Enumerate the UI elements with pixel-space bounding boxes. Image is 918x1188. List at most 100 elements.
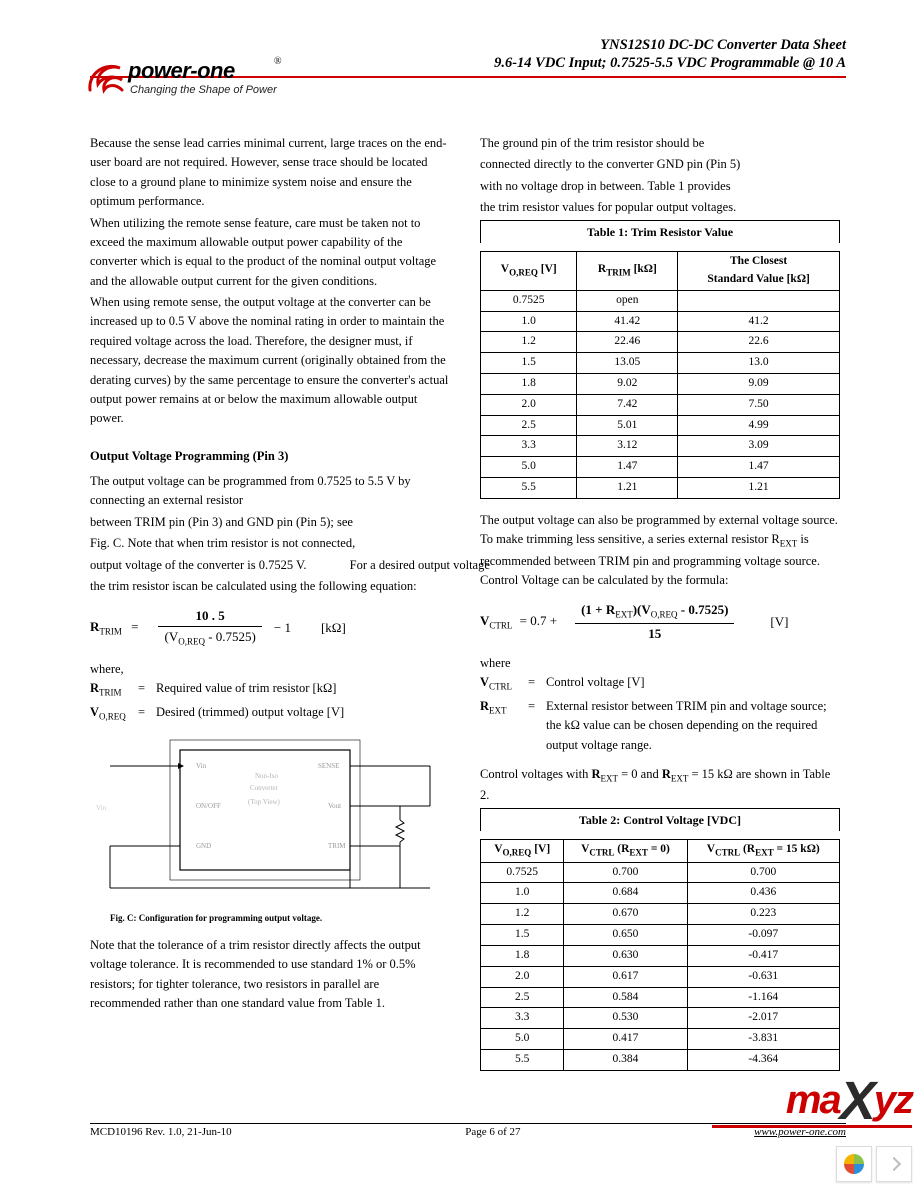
where-block-2: where VCTRL = Control voltage [V] REXT =… [480,654,840,755]
eq2-fraction: (1 + REXT)(VO,REQ - 0.7525) 15 [575,600,734,644]
table-row: 2.50.584-1.164 [481,987,840,1008]
eq2-num-c: - 0.7525) [678,602,729,617]
table-cell: 1.5 [481,353,577,374]
where-rext: REXT = External resistor between TRIM pi… [480,697,840,755]
table-row: 3.33.123.09 [481,436,840,457]
where-re-desc: External resistor between TRIM pin and v… [546,697,840,755]
table-cell: 2.0 [481,394,577,415]
where-block-1: where, RTRIM = Required value of trim re… [90,660,450,724]
where-vc-sub: CTRL [489,682,512,692]
wm-yz: yz [874,1078,912,1122]
table-cell: 0.584 [564,987,687,1008]
eq1-R: R [90,619,99,634]
where-vctrl: VCTRL = Control voltage [V] [480,673,840,694]
table-cell: -2.017 [687,1008,839,1029]
fig-c-schematic: Vin ON/OFF GND SENSE Vout TRIM Non-Iso C… [90,738,440,908]
table-cell: 0.530 [564,1008,687,1029]
where-v-desc: Desired (trimmed) output voltage [V] [156,703,344,724]
svg-text:Vin: Vin [96,804,107,812]
table-cell: 0.630 [564,945,687,966]
eq1-minus1: − 1 [274,618,291,638]
table-cell: 1.0 [481,311,577,332]
table-row: 0.7525open [481,290,840,311]
table-cell: 41.42 [577,311,678,332]
para-prog-4b: For a desired output voltage [350,558,490,572]
wm-ma: ma [786,1078,840,1122]
table-cell: 3.3 [481,436,577,457]
table-cell: 2.5 [481,415,577,436]
powerone-logo: power-one ® Changing the Shape of Power [86,54,296,106]
pinwheel-icon: > [843,1153,865,1175]
eq2-num-b: )(V [633,602,651,617]
table2-header-row: VO,REQ [V] VCTRL (REXT = 0) VCTRL (REXT … [481,840,840,862]
table-cell: 0.700 [564,862,687,883]
table-row: 2.55.014.99 [481,415,840,436]
para-prog-2: between TRIM pin (Pin 3) and GND pin (Pi… [90,513,450,532]
table-cell: 4.99 [678,415,840,436]
viewer-nav: > [836,1146,912,1182]
table-cell: 5.0 [481,1029,564,1050]
header-titles: YNS12S10 DC-DC Converter Data Sheet 9.6-… [494,36,846,72]
table-row: 2.00.617-0.631 [481,966,840,987]
svg-text:(Top View): (Top View) [248,798,280,806]
table-2-control-voltage: VO,REQ [V] VCTRL (REXT = 0) VCTRL (REXT … [480,839,840,1070]
table-cell: 22.46 [577,332,678,353]
where-vc-desc: Control voltage [V] [546,673,645,694]
table-cell: 0.7525 [481,862,564,883]
where-r-sub: TRIM [99,688,122,698]
table-cell: 13.05 [577,353,678,374]
table-cell [678,290,840,311]
heading-ovp: Output Voltage Programming (Pin 3) [90,447,450,466]
p3sym2: R [662,767,671,781]
logo-registered: ® [274,56,282,67]
where-label-1: where, [90,660,450,679]
pinwheel-button[interactable]: > [836,1146,872,1182]
eq2-den: 15 [648,626,661,641]
table-row: 1.222.4622.6 [481,332,840,353]
eq1-num: 10 . 5 [196,608,225,623]
table-cell: 2.0 [481,966,564,987]
table-cell: 2.5 [481,987,564,1008]
table-row: 1.89.029.09 [481,373,840,394]
para-gnd-3: with no voltage drop in between. Table 1… [480,177,840,196]
p3mid: = 0 and [621,767,662,781]
where-vc-eq: = [528,673,540,694]
next-page-button[interactable] [876,1146,912,1182]
eq2-V: V [480,613,489,628]
equation-rtrim: RTRIM = 10 . 5 (VO,REQ - 0.7525) − 1 [kΩ… [90,606,450,650]
t2-h3: VCTRL (REXT = 15 kΩ) [687,840,839,862]
equation-vctrl: VCTRL = 0.7 + (1 + REXT)(VO,REQ - 0.7525… [480,600,840,644]
table-cell: 0.684 [564,883,687,904]
para-remote-sense-voltage: When using remote sense, the output volt… [90,293,450,429]
table-cell: -3.831 [687,1029,839,1050]
table-cell: 13.0 [678,353,840,374]
p3sub1: EXT [600,774,618,784]
table-row: 5.51.211.21 [481,478,840,499]
para-prog-4: output voltage of the converter is 0.752… [90,556,450,575]
footer-page: Page 6 of 27 [465,1126,520,1138]
eq1-Rsub: TRIM [99,626,122,636]
table-cell: 22.6 [678,332,840,353]
table-row: 1.041.4241.2 [481,311,840,332]
doc-title-2: 9.6-14 VDC Input; 0.7525-5.5 VDC Program… [494,54,846,72]
para-remote-sense-power: When utilizing the remote sense feature,… [90,214,450,292]
eq2-num-sub: EXT [615,610,633,620]
svg-text:Vout: Vout [328,802,341,810]
where-re-sub: EXT [489,705,507,715]
table-row: 0.75250.7000.700 [481,862,840,883]
para-ctrl-voltages: Control voltages with REXT = 0 and REXT … [480,765,840,806]
t1-h2: RTRIM [kΩ] [577,252,678,291]
table-cell: 0.700 [687,862,839,883]
table-cell: 5.5 [481,1049,564,1070]
table-cell: 3.12 [577,436,678,457]
para-gnd-1: The ground pin of the trim resistor shou… [480,134,840,153]
table-cell: 1.2 [481,904,564,925]
table-cell: 0.223 [687,904,839,925]
logo-tagline: Changing the Shape of Power [130,84,277,96]
t1-h3: The ClosestStandard Value [kΩ] [678,252,840,291]
where-r-desc: Required value of trim resistor [kΩ] [156,679,336,700]
where-v-sub: O,REQ [99,711,126,721]
table-row: 1.513.0513.0 [481,353,840,374]
table-cell: 1.5 [481,925,564,946]
para-sense-trace: Because the sense lead carries minimal c… [90,134,450,212]
